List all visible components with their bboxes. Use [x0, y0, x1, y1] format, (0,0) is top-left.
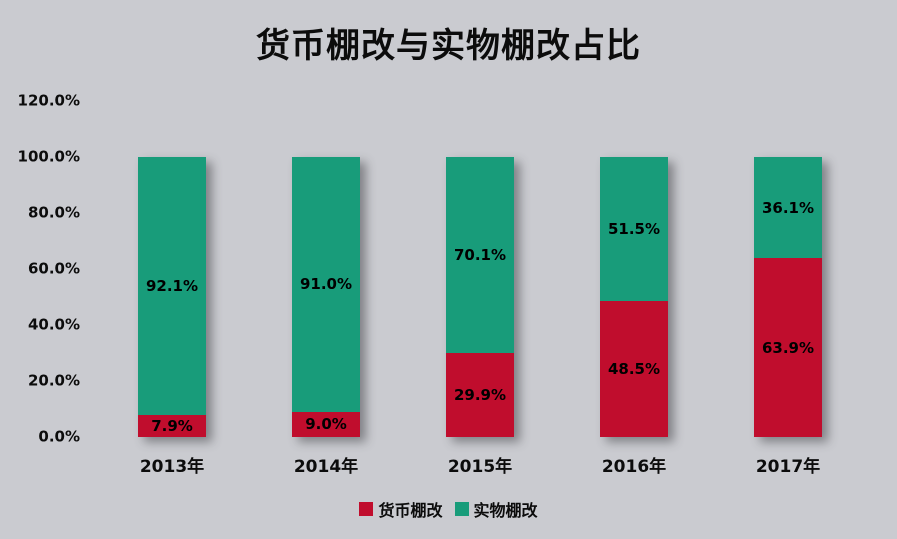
plot-area: 7.9% 92.1% 9.0% 91.0% 29.9% 70.1% 48.5% 51.5% 63… [95, 101, 865, 437]
legend-label: 货币棚改 [378, 501, 443, 520]
bar-segment: 63.9% [754, 258, 822, 437]
data-label: 36.1% [761, 198, 815, 217]
data-label: 92.1% [145, 276, 199, 295]
bar-segment: 70.1% [446, 157, 514, 354]
x-axis-label: 2013年 [139, 457, 205, 477]
data-label: 63.9% [761, 338, 815, 357]
data-label: 9.0% [305, 415, 347, 434]
data-label: 48.5% [607, 360, 661, 379]
y-axis-label: 40.0% [27, 315, 80, 334]
y-axis-label: 120.0% [17, 91, 80, 110]
bar-segment: 51.5% [600, 157, 668, 302]
bar-segment: 92.1% [138, 157, 206, 415]
bar-segment: 29.9% [446, 353, 514, 437]
bar-segment: 48.5% [600, 301, 668, 437]
y-axis-label: 60.0% [27, 259, 80, 278]
data-label: 29.9% [453, 386, 507, 405]
x-axis-label: 2014年 [293, 457, 359, 477]
y-axis-label: 20.0% [27, 371, 80, 390]
data-label: 91.0% [299, 275, 353, 294]
legend-item: 货币棚改 [359, 497, 443, 521]
y-axis-label: 80.0% [27, 203, 80, 222]
bar-2013年: 7.9% 92.1% [138, 101, 206, 437]
x-axis-label: 2017年 [755, 457, 821, 477]
bar-segment: 7.9% [138, 414, 206, 437]
data-label: 51.5% [607, 220, 661, 239]
bar-2017年: 63.9% 36.1% [754, 101, 822, 437]
legend-item: 实物棚改 [454, 497, 538, 521]
data-label: 7.9% [151, 416, 193, 435]
y-axis-label: 0.0% [38, 427, 80, 446]
bar-segment: 9.0% [292, 411, 360, 437]
chart-title: 货币棚改与实物棚改占比 [256, 26, 641, 66]
bar-segment: 36.1% [754, 157, 822, 259]
x-axis: 2013年 2014年 2015年 2016年 2017年 [95, 452, 865, 477]
legend-swatch-icon [454, 502, 469, 516]
legend: 货币棚改 实物棚改 [0, 497, 897, 521]
legend-label: 实物棚改 [473, 501, 538, 520]
data-label: 70.1% [453, 246, 507, 265]
bar-2016年: 48.5% 51.5% [600, 101, 668, 437]
bar-2015年: 29.9% 70.1% [446, 101, 514, 437]
legend-swatch-icon [359, 502, 374, 516]
y-axis-label: 100.0% [17, 147, 80, 166]
x-axis-label: 2015年 [447, 457, 513, 477]
bar-2014年: 9.0% 91.0% [292, 101, 360, 437]
x-axis-label: 2016年 [601, 457, 667, 477]
y-axis: 0.0% 20.0% 40.0% 60.0% 80.0% 100.0% 120.0% [0, 93, 80, 444]
bar-segment: 91.0% [292, 157, 360, 412]
